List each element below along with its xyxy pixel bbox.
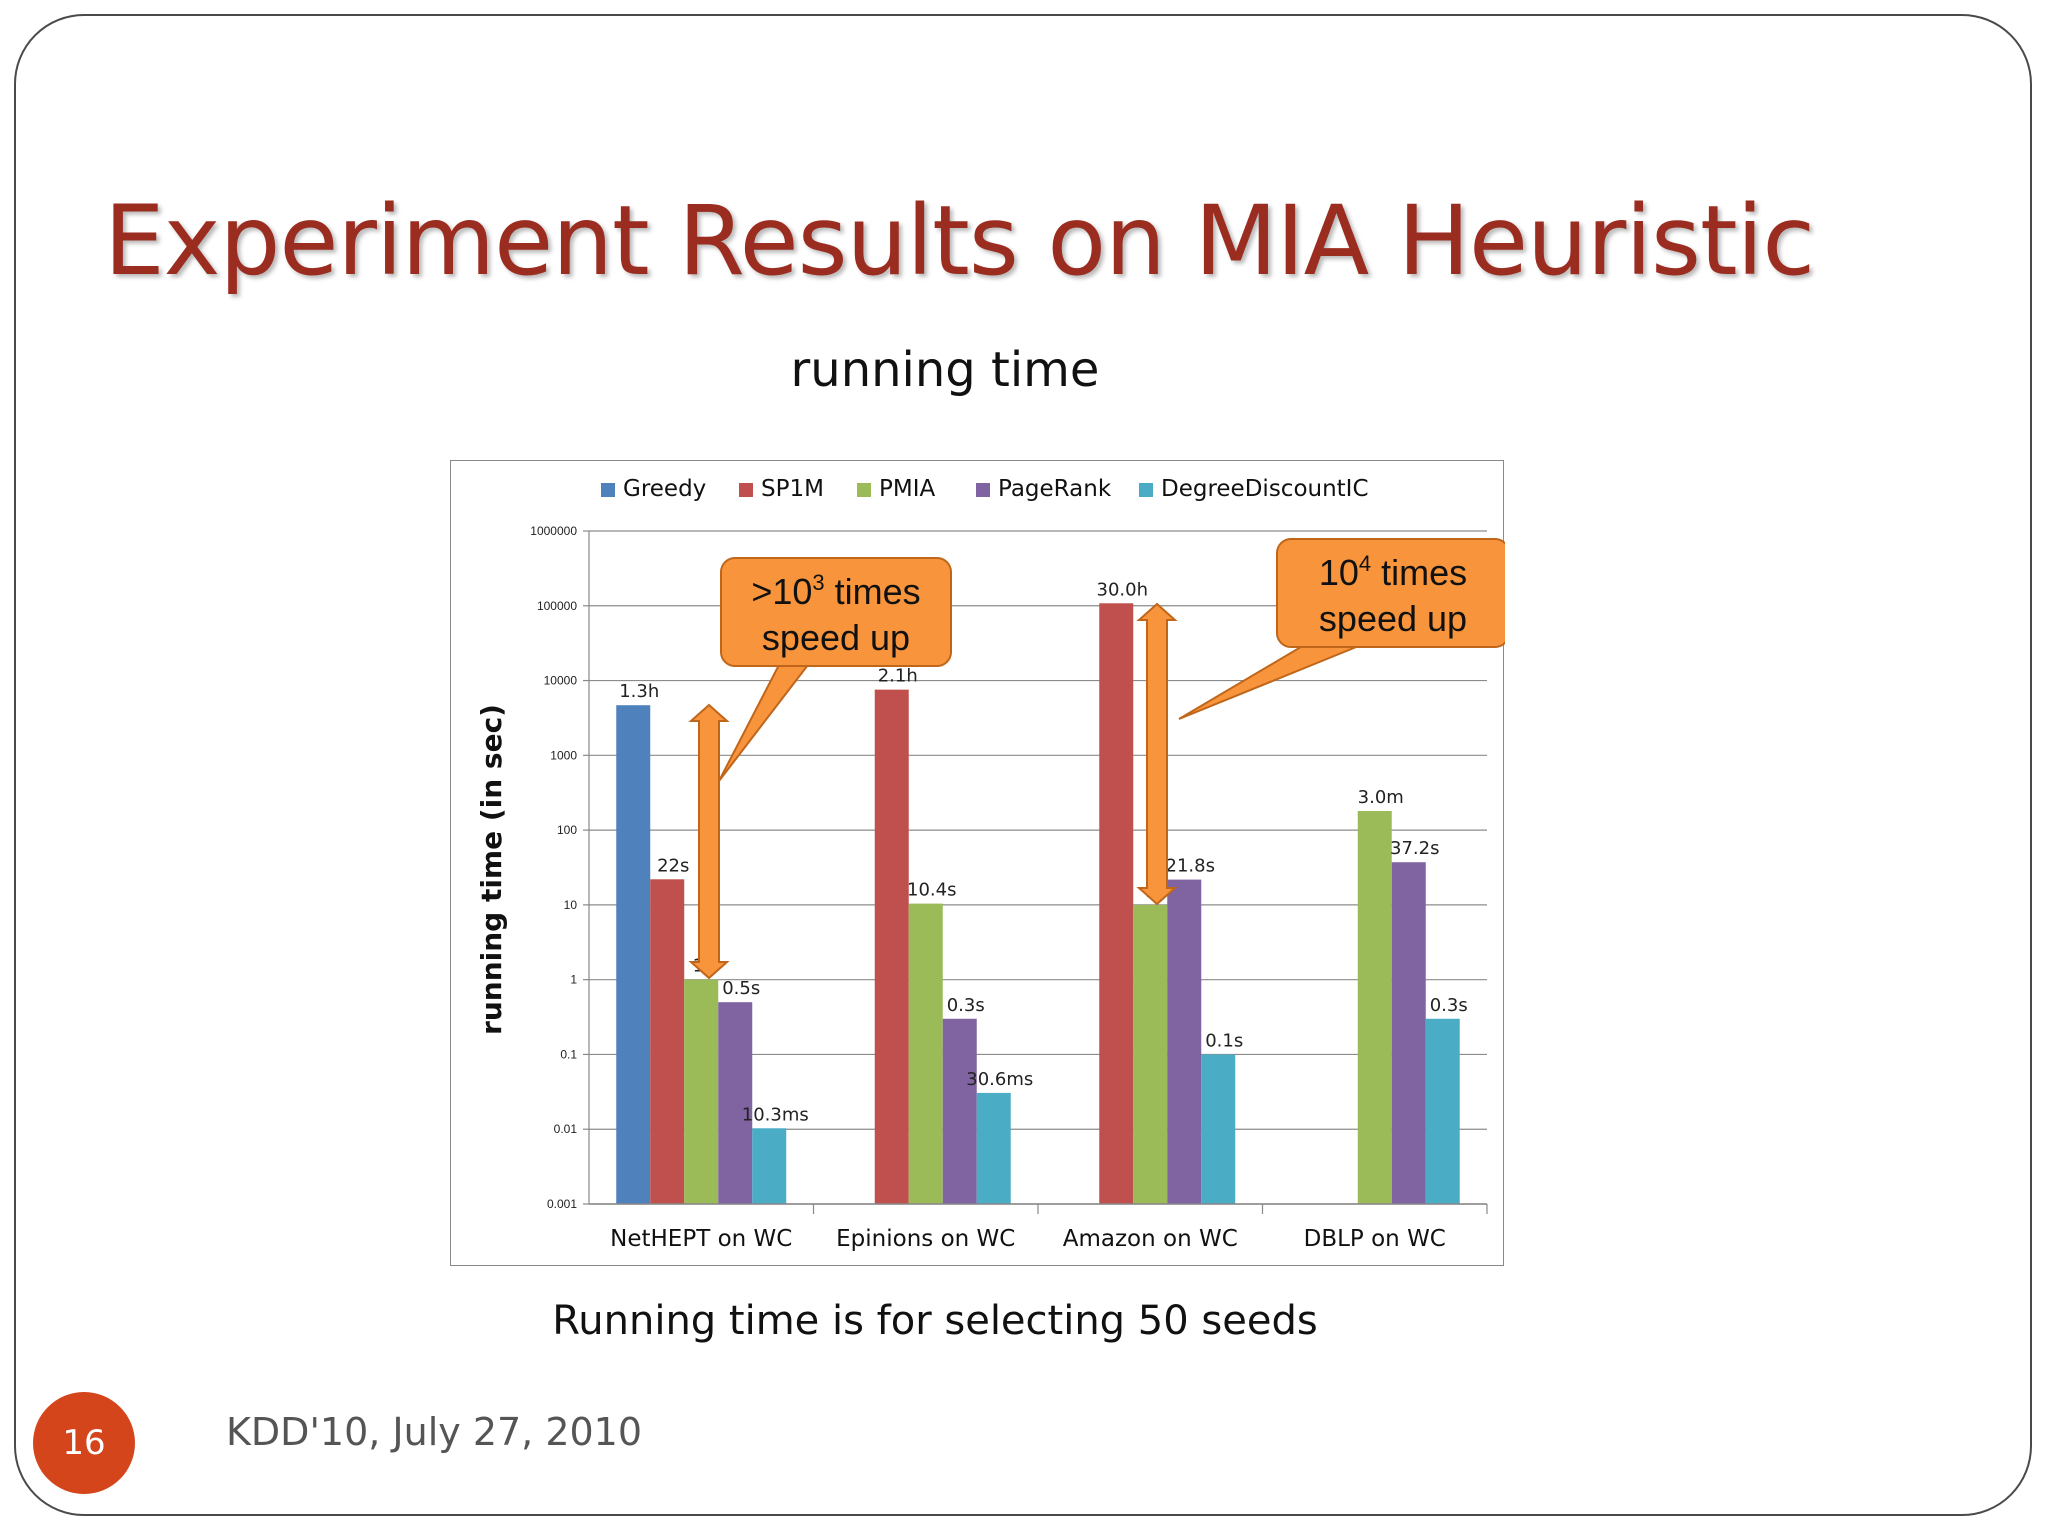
legend-swatch-degreediscountic — [1139, 483, 1153, 497]
data-label: 22s — [657, 855, 689, 876]
callout-left-text-line2: speed up — [762, 617, 910, 658]
y-tick-label: 100000 — [537, 599, 577, 613]
legend-label-degreediscountic: DegreeDiscountIC — [1161, 476, 1369, 502]
page-number: 16 — [62, 1423, 106, 1463]
axis-layer: 1000000 100000 10000 1000 100 10 1 0.1 0.01 0.001… — [475, 524, 1488, 1252]
data-label: 30.6ms — [966, 1069, 1033, 1090]
footer-text: KDD'10, July 27, 2010 — [226, 1410, 643, 1454]
y-tick-label: 0.01 — [554, 1122, 578, 1136]
callout-left-text-line1: >103 times — [751, 570, 920, 612]
callout-right-bubble — [1276, 538, 1505, 648]
bar-pmia-1 — [908, 903, 943, 1204]
callout-left-bubble — [720, 557, 952, 667]
callout-right-text-line2: speed up — [1319, 598, 1467, 639]
data-label: 0.3s — [947, 995, 985, 1016]
chart-container: 1000000 100000 10000 1000 100 10 1 0.1 0.01 0.001… — [450, 460, 1505, 1266]
page-number-badge: 16 — [33, 1392, 135, 1494]
x-tick-label: NetHEPT on WC — [610, 1226, 792, 1252]
legend-layer: Greedy SP1M PMIA PageRank DegreeDiscountIC — [601, 476, 1369, 502]
bar-pagerank-3 — [1391, 862, 1426, 1204]
y-tick-label: 10000 — [544, 674, 578, 688]
data-label: 10.4s — [907, 880, 956, 901]
data-label: 0.3s — [1430, 995, 1468, 1016]
y-tick-label: 0.1 — [560, 1047, 577, 1061]
legend-swatch-greedy — [601, 483, 615, 497]
y-tick-label: 0.001 — [547, 1197, 577, 1211]
slide-subtitle: running time — [790, 342, 1100, 398]
legend-label-pmia: PMIA — [879, 476, 935, 502]
callout-right-text-line1: 104 times — [1319, 551, 1467, 593]
data-label: 3.0m — [1358, 787, 1404, 808]
bar-sp1m-1 — [874, 689, 909, 1204]
bar-degreediscountic-2 — [1201, 1054, 1236, 1204]
data-label: 1.3h — [619, 681, 659, 702]
data-label: 10.3ms — [742, 1104, 809, 1125]
label-layer: 1.3h22s1.0.5s10.3ms2.1h10.4s0.3s30.6ms30… — [619, 579, 1468, 1125]
legend-swatch-sp1m — [739, 483, 753, 497]
data-label: 21.8s — [1166, 856, 1215, 877]
bar-greedy-0 — [616, 705, 651, 1204]
legend-swatch-pmia — [857, 483, 871, 497]
y-tick-label: 1 — [570, 973, 577, 987]
x-tick-label: Epinions on WC — [836, 1226, 1015, 1252]
data-label: 0.5s — [722, 978, 760, 999]
bar-sp1m-0 — [650, 879, 685, 1204]
data-label: 37.2s — [1390, 838, 1439, 859]
y-tick-label: 10 — [564, 898, 578, 912]
x-tick-label: Amazon on WC — [1063, 1226, 1238, 1252]
bar-pagerank-1 — [942, 1018, 977, 1204]
bar-pagerank-2 — [1167, 879, 1202, 1204]
bar-degreediscountic-1 — [976, 1092, 1011, 1204]
y-axis-label: running time (in sec) — [475, 704, 508, 1035]
y-tick-label: 1000000 — [530, 524, 577, 538]
running-time-chart: 1000000 100000 10000 1000 100 10 1 0.1 0.01 0.001… — [475, 476, 1505, 1252]
legend-label-greedy: Greedy — [623, 476, 706, 502]
bar-degreediscountic-3 — [1425, 1018, 1460, 1204]
data-label: 0.1s — [1205, 1030, 1243, 1051]
speedup-arrow-right — [1136, 602, 1178, 906]
callout-left-pointer — [718, 660, 814, 782]
data-label: 30.0h — [1097, 579, 1149, 600]
bar-sp1m-2 — [1099, 603, 1134, 1204]
bar-pmia-0 — [684, 979, 719, 1204]
slide-title: Experiment Results on MIA Heuristic — [104, 185, 1815, 297]
legend-label-pagerank: PageRank — [998, 476, 1112, 502]
annotation-layer: >103 times speed up 104 times speed up — [688, 538, 1505, 980]
y-tick-label: 100 — [557, 823, 577, 837]
bar-degreediscountic-0 — [752, 1128, 787, 1204]
bar-pmia-2 — [1133, 904, 1168, 1204]
legend-swatch-pagerank — [976, 483, 990, 497]
y-tick-label: 1000 — [550, 748, 577, 762]
bar-layer — [616, 603, 1460, 1204]
x-tick-label: DBLP on WC — [1304, 1226, 1446, 1252]
legend-label-sp1m: SP1M — [761, 476, 824, 502]
bar-pagerank-0 — [718, 1002, 753, 1204]
speedup-arrow-left — [688, 703, 730, 980]
slide-caption: Running time is for selecting 50 seeds — [552, 1298, 1318, 1344]
data-label: 2.1h — [878, 666, 918, 687]
bar-pmia-3 — [1357, 811, 1392, 1204]
